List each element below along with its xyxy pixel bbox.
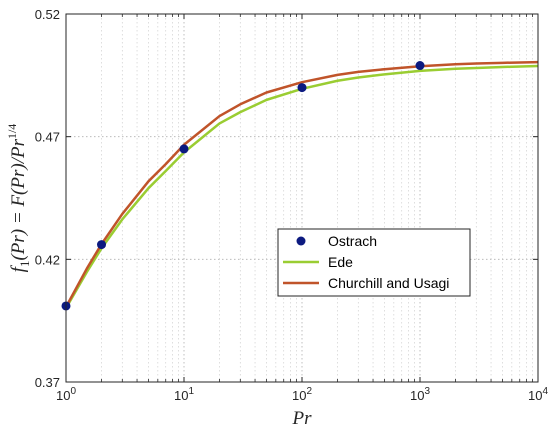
x-tick-base: 10 — [174, 388, 188, 403]
series-line — [64, 60, 539, 308]
y-tick-label: 0.37 — [35, 375, 60, 390]
legend-label: Ede — [328, 254, 353, 270]
legend-label: Ostrach — [328, 233, 377, 249]
legend-label: Churchill and Usagi — [328, 275, 449, 291]
series-line — [64, 64, 539, 309]
x-tick-exponent: 2 — [306, 386, 312, 397]
data-point — [415, 61, 425, 71]
y-title-f: f — [8, 264, 29, 272]
x-tick-exponent: 4 — [542, 386, 548, 397]
x-tick-base: 10 — [528, 388, 542, 403]
y-tick-label: 0.42 — [35, 252, 60, 267]
y-title-sub: 1 — [17, 261, 32, 268]
data-point — [179, 144, 189, 154]
data-point — [297, 83, 307, 93]
x-tick-base: 10 — [410, 388, 424, 403]
x-tick-label: 103 — [410, 386, 430, 403]
y-axis-title: f1(Pr) = F(Pr)/Pr1/4 — [5, 124, 32, 273]
y-tick-label: 0.47 — [35, 130, 60, 145]
x-tick-exponent: 3 — [424, 386, 430, 397]
legend-marker — [296, 236, 306, 246]
x-tick-base: 10 — [292, 388, 306, 403]
x-tick-label: 104 — [528, 386, 548, 403]
y-title-sup: 1/4 — [5, 124, 19, 139]
x-tick-exponent: 1 — [188, 386, 194, 397]
y-title-mid: (Pr) = F(Pr)/Pr — [8, 138, 29, 260]
legend: Ostrach Ede Churchill and Usagi — [277, 228, 471, 297]
y-tick-label: 0.52 — [35, 7, 60, 22]
legend-entries: Ostrach Ede Churchill and Usagi — [283, 233, 449, 291]
x-axis-title: Pr — [292, 408, 313, 429]
x-tick-base: 10 — [56, 388, 70, 403]
x-tick-label: 102 — [292, 386, 312, 403]
data-point — [97, 240, 107, 250]
x-tick-label: 100 — [56, 386, 76, 403]
series-layer — [61, 60, 539, 311]
x-tick-label: 101 — [174, 386, 194, 403]
x-tick-exponent: 0 — [70, 386, 76, 397]
